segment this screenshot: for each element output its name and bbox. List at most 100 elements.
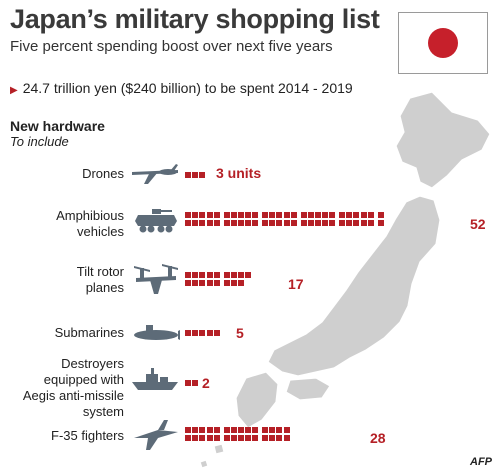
label-destroyers: Destroyers equipped with Aegis anti-missil… (22, 356, 124, 419)
unit-square (199, 427, 206, 433)
section-subtitle: To include (10, 134, 69, 149)
unit-square (269, 435, 276, 441)
unit-square (307, 212, 314, 218)
unit-square (245, 427, 252, 433)
unit-square (262, 212, 268, 218)
unit-square (283, 427, 290, 433)
unit-square (192, 172, 199, 178)
tilt-rotor-plane-icon (134, 264, 178, 294)
unit-square (223, 427, 230, 433)
unit-square (230, 427, 237, 433)
unit-square (314, 220, 321, 226)
unit-square (185, 272, 191, 278)
unit-square (230, 272, 237, 278)
unit-square (185, 330, 191, 336)
unit-square (276, 212, 283, 218)
unit-square (329, 220, 336, 226)
unit-square (206, 212, 213, 218)
unit-square (262, 435, 268, 441)
unit-square (192, 212, 199, 218)
data-label-amphibious-vehicles: 52 (470, 216, 486, 232)
unit-square (185, 380, 191, 386)
bullet-triangle-icon: ▶ (10, 85, 18, 96)
unit-square (185, 435, 191, 441)
label-tilt-rotor-planes: Tilt rotor planes (76, 264, 124, 295)
unit-square (322, 220, 329, 226)
budget-note: ▶ 24.7 trillion yen ($240 billion) to be … (10, 80, 353, 96)
unit-square (237, 427, 244, 433)
unit-square (269, 212, 276, 218)
unit-square (192, 220, 199, 226)
unit-square (199, 280, 206, 286)
unit-square (213, 330, 220, 336)
unit-square (276, 435, 283, 441)
unit-square (346, 212, 353, 218)
unit-square (329, 212, 336, 218)
page-title: Japan’s military shopping list (10, 4, 380, 34)
unit-square (199, 212, 206, 218)
unit-square (213, 220, 220, 226)
unit-square (199, 330, 206, 336)
label-drones: Drones (82, 166, 124, 181)
unit-square (300, 220, 307, 226)
unit-square (223, 435, 230, 441)
unit-square (206, 435, 213, 441)
amphibious-vehicle-icon (135, 209, 177, 233)
unit-square (185, 212, 191, 218)
unit-square (185, 172, 191, 178)
unit-square (377, 212, 384, 218)
unit-square (237, 435, 244, 441)
unit-square (245, 212, 252, 218)
label-submarines: Submarines (54, 325, 124, 340)
page-subtitle: Five percent spending boost over next fi… (10, 38, 333, 55)
unit-square (360, 212, 367, 218)
unit-square (199, 220, 206, 226)
unit-square (237, 272, 244, 278)
unit-square (367, 212, 374, 218)
unit-square (199, 435, 206, 441)
unit-square (283, 435, 290, 441)
unit-square (192, 380, 199, 386)
unit-square (262, 220, 268, 226)
data-label-drones: 3 units (216, 165, 262, 181)
unit-square (360, 220, 367, 226)
unit-square (339, 212, 345, 218)
unit-square (199, 272, 206, 278)
unit-square (237, 220, 244, 226)
unit-square (192, 330, 199, 336)
unit-square (192, 280, 199, 286)
unit-square (245, 272, 252, 278)
unit-square (252, 220, 259, 226)
unit-square (283, 220, 290, 226)
unit-square (230, 280, 237, 286)
source-logo: AFP (470, 456, 492, 468)
drone-icon (132, 164, 178, 184)
unit-square (192, 272, 199, 278)
f35-fighter-icon (134, 420, 178, 450)
section-title: New hardware (10, 118, 105, 134)
unit-square (290, 220, 297, 226)
unit-square (269, 427, 276, 433)
unit-square (206, 272, 213, 278)
data-label-f35-fighters: 28 (370, 430, 386, 446)
data-label-submarines: 5 (236, 325, 244, 341)
unit-square (230, 220, 237, 226)
unit-square (213, 280, 220, 286)
unit-square (206, 220, 213, 226)
unit-square (276, 220, 283, 226)
unit-square (245, 435, 252, 441)
unit-square (346, 220, 353, 226)
unit-square (339, 220, 345, 226)
unit-square (192, 427, 199, 433)
unit-square (252, 427, 259, 433)
unit-square (314, 212, 321, 218)
unit-square (307, 220, 314, 226)
unit-square (245, 220, 252, 226)
data-label-tilt-rotor-planes: 17 (288, 276, 304, 292)
unit-square (322, 212, 329, 218)
unit-square (237, 212, 244, 218)
unit-square (185, 220, 191, 226)
unit-square (230, 435, 237, 441)
unit-square (353, 212, 360, 218)
